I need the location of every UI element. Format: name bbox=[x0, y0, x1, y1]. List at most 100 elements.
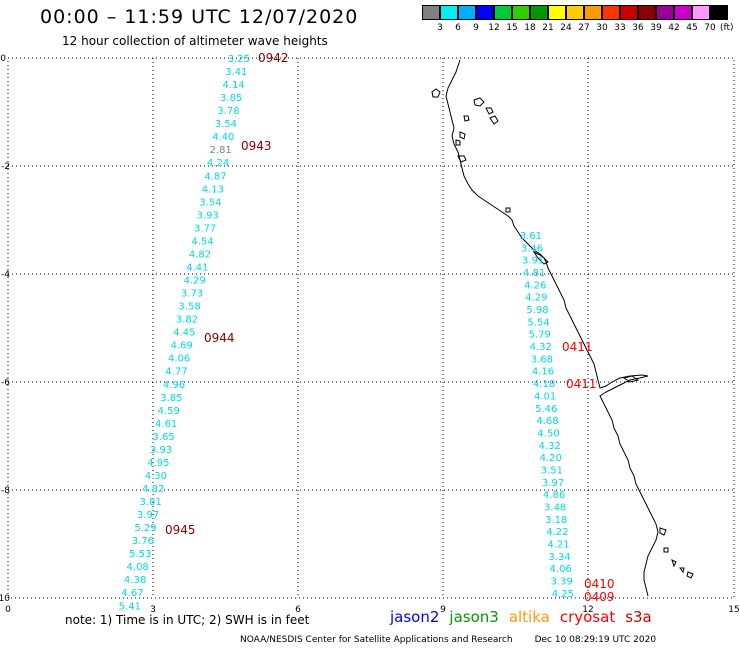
wave-height-label: 3.68 bbox=[531, 354, 553, 365]
legend-entry: jason3 bbox=[449, 608, 499, 626]
color-scale-label: 12 bbox=[488, 23, 500, 33]
wave-height-label: 5.41 bbox=[119, 601, 141, 612]
color-scale-label: 42 bbox=[668, 23, 680, 33]
wave-height-label: 4.22 bbox=[546, 527, 568, 538]
color-swatch bbox=[710, 5, 728, 20]
wave-height-label: 4.61 bbox=[155, 419, 177, 430]
plot-frame bbox=[7, 57, 735, 599]
wave-height-label: 5.53 bbox=[129, 549, 151, 560]
west-pass-labels: 0942 0943 0944 0945 bbox=[165, 51, 289, 537]
wave-height-label: 3.34 bbox=[548, 552, 570, 563]
pass-time-label: 0944 bbox=[204, 331, 235, 345]
wave-height-label: 4.25 bbox=[552, 589, 574, 600]
wave-height-label: 4.20 bbox=[540, 453, 562, 464]
wave-height-label: 3.85 bbox=[160, 393, 182, 404]
color-scale-label: 36 bbox=[632, 23, 644, 33]
map-subtitle: 12 hour collection of altimeter wave hei… bbox=[62, 34, 328, 48]
wave-height-label: 4.29 bbox=[184, 276, 206, 287]
credit-text: NOAA/NESDIS Center for Satellite Applica… bbox=[240, 635, 513, 645]
wave-height-label: 5.54 bbox=[527, 317, 549, 328]
wave-height-label: 4.69 bbox=[171, 341, 193, 352]
wave-height-label: 4.87 bbox=[204, 171, 226, 182]
wave-height-label: 3.73 bbox=[181, 289, 203, 300]
wave-height-label: 3.91 bbox=[522, 256, 544, 267]
coastal-islands bbox=[431, 88, 694, 579]
color-scale-label: 27 bbox=[578, 23, 590, 33]
map-title: 00:00 – 11:59 UTC 12/07/2020 bbox=[40, 6, 359, 28]
wave-height-label: 4.30 bbox=[145, 471, 167, 482]
wave-height-label: 5.98 bbox=[526, 305, 548, 316]
wave-height-label: 4.16 bbox=[532, 367, 554, 378]
wave-height-label: 3.77 bbox=[194, 223, 216, 234]
wave-height-label: 4.29 bbox=[525, 293, 547, 304]
pass-time-label: 0945 bbox=[165, 523, 196, 537]
wave-height-label: 3.76 bbox=[132, 536, 154, 547]
x-tick-label: 12 bbox=[582, 605, 593, 615]
color-scale-label: 24 bbox=[560, 23, 572, 33]
wave-height-label: 3.46 bbox=[521, 243, 543, 254]
wave-height-label: 5.79 bbox=[529, 330, 551, 341]
color-swatch bbox=[440, 5, 458, 20]
color-scale-label: 15 bbox=[506, 23, 518, 33]
wave-height-label: 4.13 bbox=[202, 184, 224, 195]
color-swatch bbox=[656, 5, 674, 20]
legend-entry: s3a bbox=[625, 608, 652, 626]
legend-entry: altika bbox=[508, 608, 550, 626]
wave-height-label: 4.59 bbox=[158, 406, 180, 417]
color-scale-label: 70 bbox=[704, 23, 716, 33]
wave-height-label: 4.45 bbox=[173, 328, 195, 339]
x-tick-label: 9 bbox=[440, 605, 446, 615]
wave-height-label: 4.18 bbox=[533, 379, 555, 390]
y-tick-label: -2 bbox=[1, 162, 10, 172]
wave-height-label: 4.95 bbox=[147, 458, 169, 469]
axis-tick-labels: 0 3 6 9 12 15 0 -2 -4 -6 -8 -10 bbox=[0, 54, 740, 615]
wave-height-label: 4.68 bbox=[536, 416, 558, 427]
credit-footer: NOAA/NESDIS Center for Satellite Applica… bbox=[240, 635, 656, 645]
map-grid bbox=[7, 57, 735, 599]
wave-height-label: 3.65 bbox=[152, 432, 174, 443]
footnote: note: 1) Time is in UTC; 2) SWH is in fe… bbox=[65, 613, 310, 627]
wave-height-label: 4.06 bbox=[550, 564, 572, 575]
color-scale-label: 30 bbox=[596, 23, 608, 33]
wave-height-label: 3.58 bbox=[178, 302, 200, 313]
pass-time-label: 0943 bbox=[241, 139, 272, 153]
color-swatch bbox=[584, 5, 602, 20]
wave-height-label: 4.26 bbox=[524, 280, 546, 291]
color-scale-label: 6 bbox=[455, 23, 461, 33]
wave-height-label: 3.25 bbox=[228, 54, 250, 65]
y-tick-label: -10 bbox=[0, 594, 10, 604]
wave-height-label: 3.82 bbox=[176, 315, 198, 326]
x-tick-label: 15 bbox=[728, 605, 739, 615]
wave-height-label: 4.01 bbox=[534, 391, 556, 402]
wave-height-label: 4.06 bbox=[168, 354, 190, 365]
color-swatch bbox=[692, 5, 710, 20]
wave-height-label: 3.97 bbox=[137, 510, 159, 521]
x-tick-label: 6 bbox=[295, 605, 301, 615]
wave-height-label: 4.08 bbox=[127, 562, 149, 573]
wave-height-label: 3.48 bbox=[544, 503, 566, 514]
color-swatch bbox=[548, 5, 566, 20]
color-scale-label: 18 bbox=[524, 23, 536, 33]
wave-height-label: 4.82 bbox=[189, 249, 211, 260]
color-scale-label: 3 bbox=[437, 23, 443, 33]
wave-height-label: 5.46 bbox=[535, 404, 557, 415]
wave-height-label: 4.24 bbox=[207, 158, 229, 169]
wave-height-label: 3.39 bbox=[551, 577, 573, 588]
color-scale-label: 21 bbox=[542, 23, 554, 33]
wave-height-label: 3.61 bbox=[520, 231, 542, 242]
wave-height-label: 4.38 bbox=[124, 575, 146, 586]
wave-height-label: 4.77 bbox=[165, 367, 187, 378]
x-tick-label: 3 bbox=[150, 605, 156, 615]
color-swatch bbox=[566, 5, 584, 20]
pass-time-label: 0942 bbox=[258, 51, 289, 65]
color-swatch bbox=[458, 5, 476, 20]
pass-time-label: 0409 bbox=[584, 590, 615, 604]
generated-timestamp: Dec 10 08:29:19 UTC 2020 bbox=[534, 635, 657, 645]
wave-height-label: 3.18 bbox=[545, 515, 567, 526]
wave-height-label: 4.81 bbox=[523, 268, 545, 279]
color-swatch bbox=[422, 5, 440, 20]
wave-height-label: 4.67 bbox=[121, 588, 143, 599]
wave-height-label: 4.32 bbox=[530, 342, 552, 353]
